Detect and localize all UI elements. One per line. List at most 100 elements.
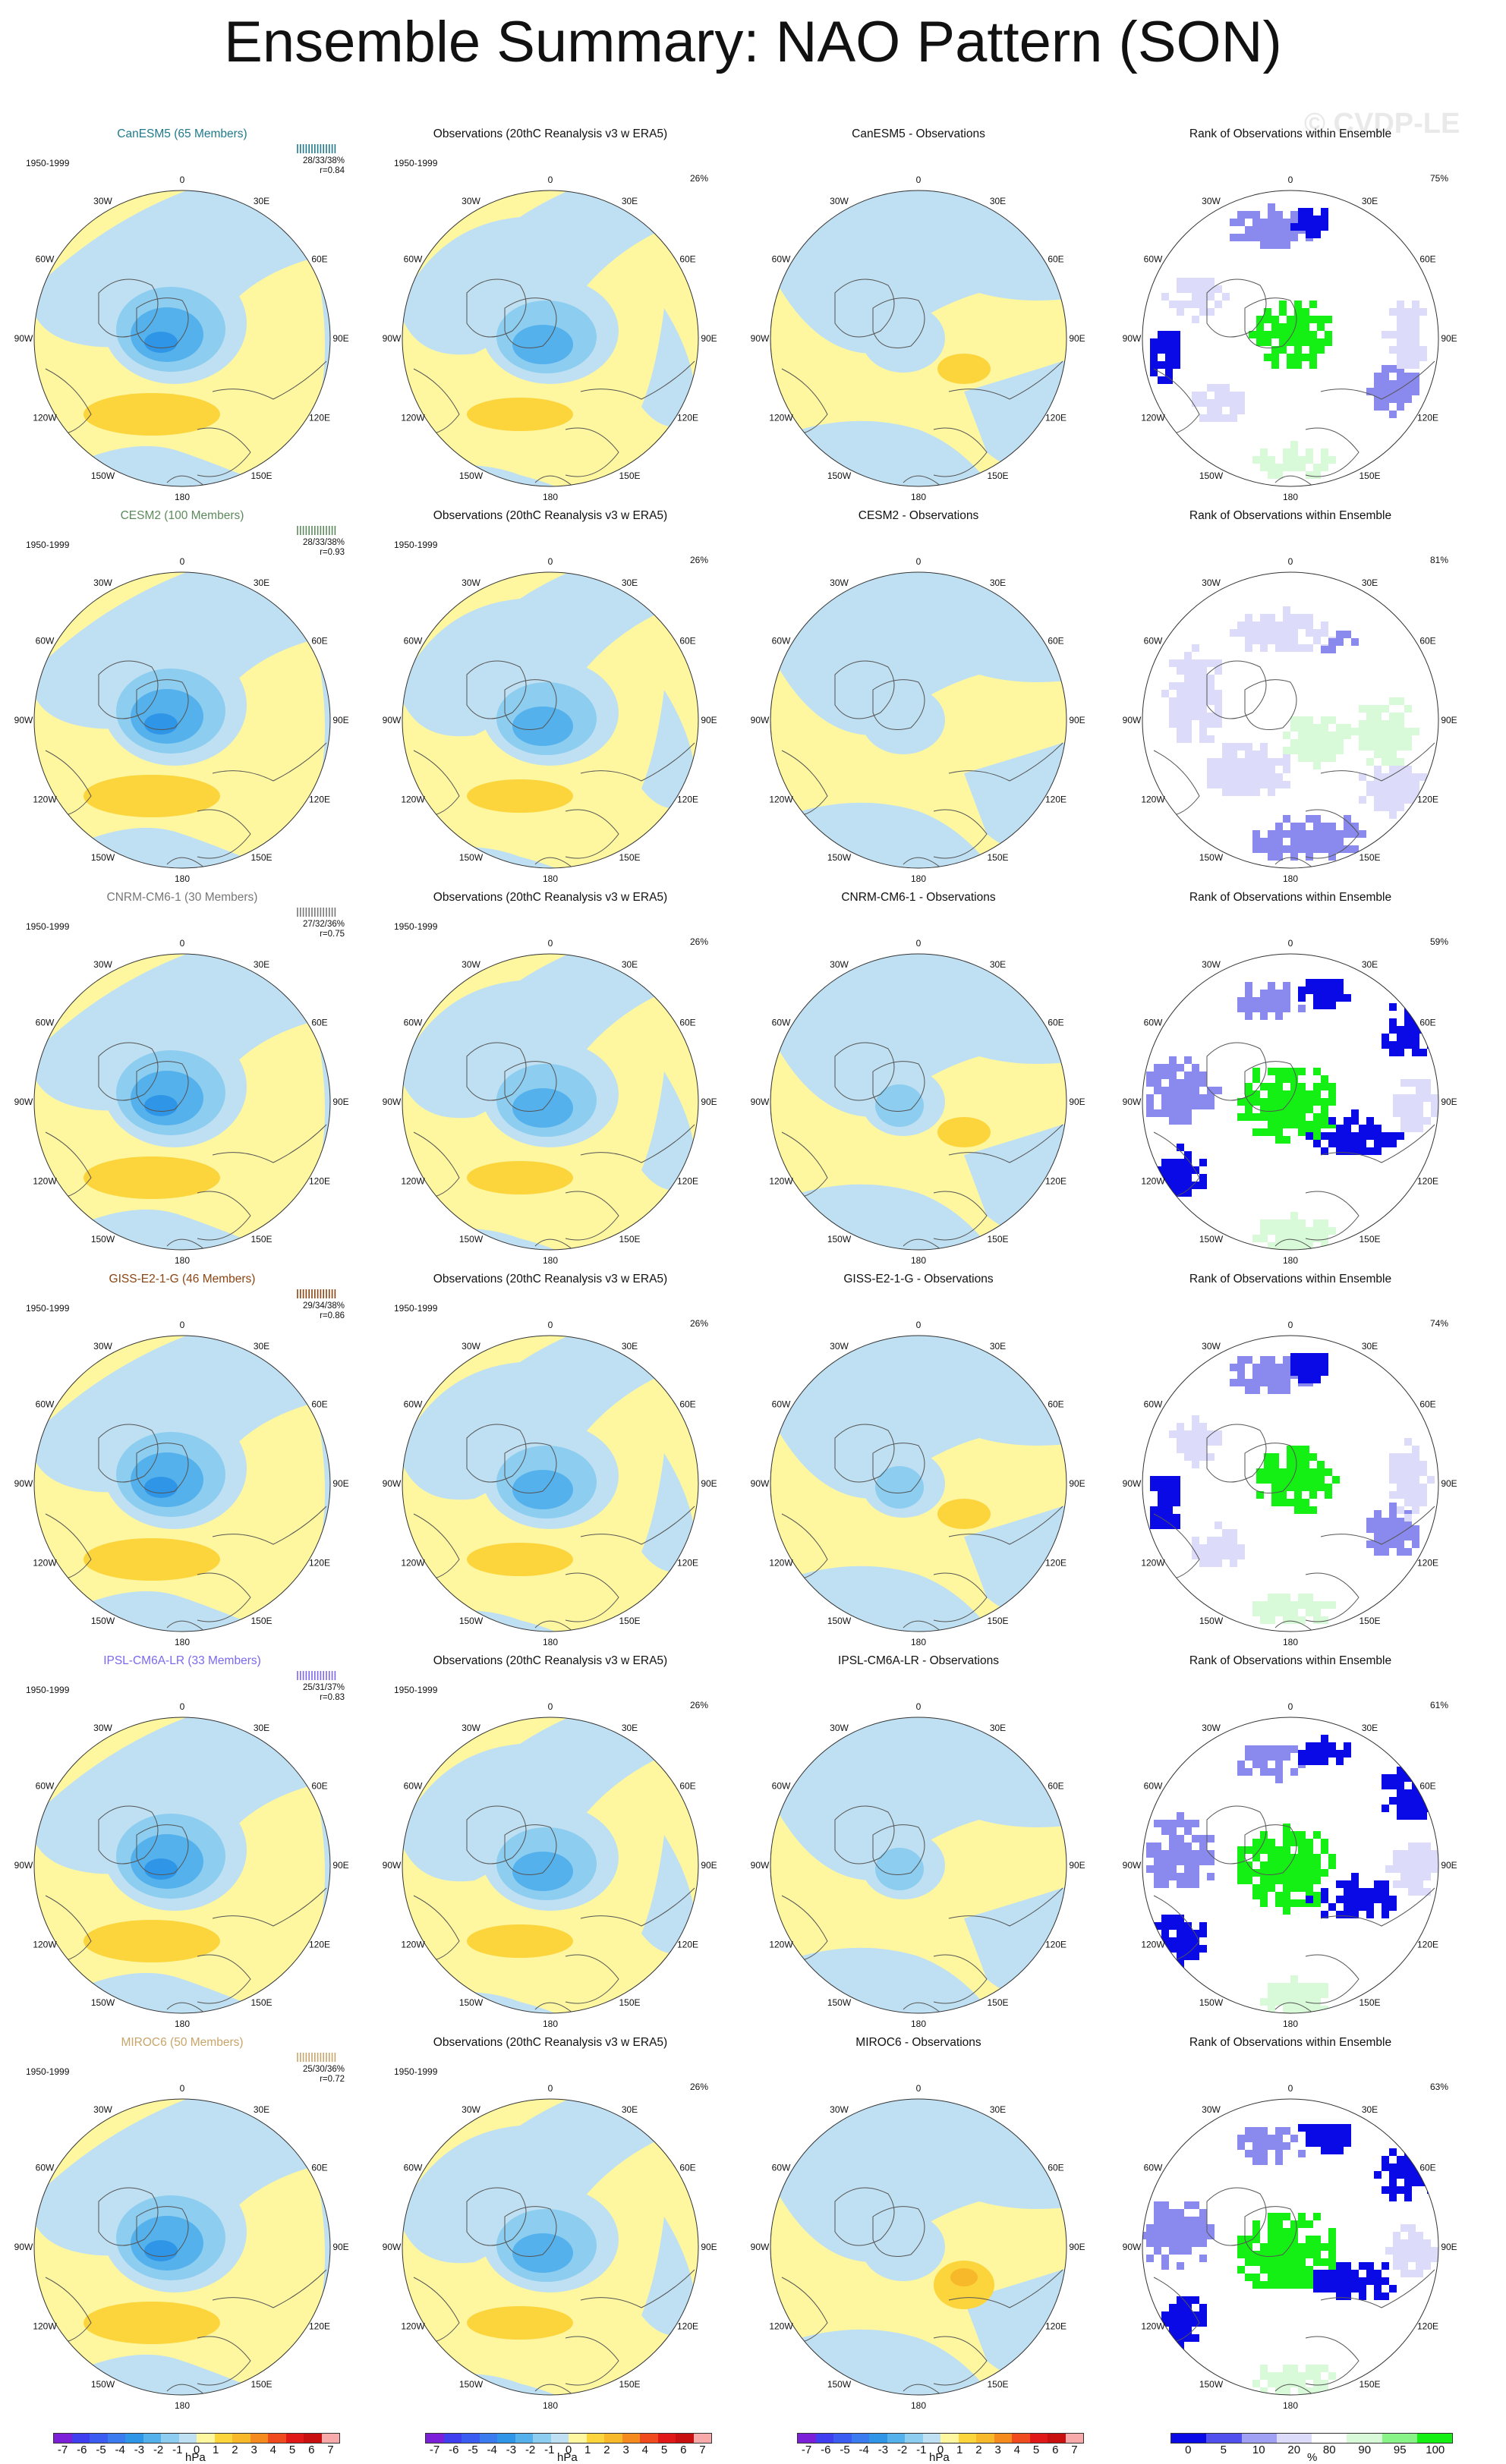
rank-cell <box>1298 1899 1306 1907</box>
rank-cell <box>1298 2251 1306 2258</box>
rank-cell <box>1397 331 1404 338</box>
rank-cell <box>1313 1758 1321 1765</box>
longitude-label: 150E <box>1359 852 1380 863</box>
longitude-label: 30W <box>1202 959 1221 970</box>
model-panel-title: CNRM-CM6-1 (30 Members) <box>106 891 258 904</box>
rank-cell <box>1290 1212 1298 1219</box>
rank-cell <box>1150 1522 1158 1529</box>
rank-cell <box>1374 796 1382 804</box>
longitude-label: 150W <box>91 1234 115 1245</box>
rank-cell <box>1192 1858 1199 1865</box>
rank-cell <box>1252 2220 1260 2228</box>
colorbar-swatch <box>533 2434 551 2443</box>
colorbar-tick-label: -3 <box>877 2444 889 2456</box>
rank-cell <box>1264 1453 1271 1461</box>
rank-cell <box>1146 2232 1154 2239</box>
rank-cell <box>1412 323 1419 331</box>
hpa-colorbar-1: -7 -6 -5 -4 -3 -2 -1 0 1 2 3 4 5 6 7 <box>53 2433 340 2463</box>
longitude-label: 60E <box>1048 1018 1063 1028</box>
obs-panel-title: Observations (20thC Reanalysis v3 w ERA5… <box>433 2036 668 2049</box>
hpa-colorbar-3: -7 -6 -5 -4 -3 -2 -1 0 1 2 3 4 5 6 7 <box>797 2433 1084 2463</box>
longitude-label: 90W <box>1123 1478 1142 1489</box>
rank-cell <box>1400 2224 1408 2232</box>
rank-cell <box>1252 997 1260 1005</box>
contour-region <box>83 1538 220 1581</box>
rank-cell <box>1161 1850 1169 1858</box>
rank-cell <box>1389 388 1397 395</box>
rank-cell <box>1260 456 1268 464</box>
rank-cell <box>1313 1983 1321 1990</box>
rank-cell <box>1237 773 1245 781</box>
rank-cell <box>1215 1430 1222 1438</box>
rank-cell <box>1177 2232 1184 2239</box>
colorbar-ticks: -7 -6 -5 -4 -3 -2 -1 0 1 2 3 4 5 6 7 <box>53 2444 340 2457</box>
rank-cell <box>1268 2281 1275 2289</box>
model-stats: 25/30/36% r=0.72 <box>287 2065 345 2085</box>
rank-cell <box>1237 234 1245 241</box>
rank-cell <box>1207 781 1215 788</box>
rank-cell <box>1146 1072 1154 1079</box>
colorbar-swatch <box>178 2434 197 2443</box>
rank-cell <box>1215 713 1222 720</box>
member-spread-icon <box>297 1289 336 1298</box>
rank-cell <box>1382 735 1389 743</box>
map-border <box>1142 2098 1439 2396</box>
rank-cell <box>1393 1865 1400 1873</box>
longitude-label: 30E <box>622 196 638 206</box>
rank-cell <box>1389 720 1397 728</box>
rank-cell <box>1374 766 1382 773</box>
rank-cell <box>1389 697 1397 705</box>
rank-cell <box>1268 838 1275 845</box>
rank-cell <box>1154 2224 1161 2232</box>
coastline <box>580 2269 695 2308</box>
rank-cell <box>1321 1227 1328 1235</box>
colorbar-swatch <box>676 2434 694 2443</box>
rank-cell <box>1313 823 1321 830</box>
longitude-label: 30W <box>462 196 480 206</box>
longitude-label: 120W <box>33 795 57 805</box>
rank-cell <box>1237 1544 1245 1552</box>
rank-cell <box>1192 1438 1199 1446</box>
contour-region <box>512 706 573 746</box>
rank-cell <box>1290 838 1298 845</box>
rank-cell <box>1222 758 1230 766</box>
rank-cell <box>1268 830 1275 838</box>
rank-cell <box>1321 2380 1328 2387</box>
colorbar-swatch <box>426 2434 444 2443</box>
longitude-label: 120W <box>33 2321 57 2332</box>
rank-cell <box>1199 2217 1207 2224</box>
longitude-label: 60E <box>311 636 327 647</box>
rank-cell <box>1306 448 1313 456</box>
rank-cell <box>1382 1132 1389 1140</box>
rank-cell <box>1268 637 1275 644</box>
colorbar-tick-label: 80 <box>1322 2444 1336 2456</box>
rank-cell <box>1184 1827 1192 1835</box>
rank-cell <box>1306 2132 1313 2139</box>
longitude-label: 30E <box>622 959 638 970</box>
map-field <box>402 1336 698 1632</box>
rank-cell <box>1252 2380 1260 2387</box>
longitude-label: 120W <box>33 1558 57 1569</box>
obs-panel: Observations (20thC Reanalysis v3 w ERA5… <box>383 121 717 505</box>
rank-cell <box>1328 1903 1336 1911</box>
rank-cell <box>1359 743 1366 751</box>
longitude-label: 60E <box>679 1018 695 1028</box>
longitude-label: 120W <box>33 413 57 423</box>
rank-cell <box>1169 1835 1177 1842</box>
longitude-label: 0 <box>1288 938 1293 949</box>
pattern-correlation: r=0.75 <box>320 930 345 939</box>
rank-cell <box>1321 994 1328 1002</box>
rank-cell <box>1199 414 1207 422</box>
rank-cell <box>1268 766 1275 773</box>
rank-cell <box>1283 1005 1290 1012</box>
rank-cell <box>1290 823 1298 830</box>
period-label: 1950-1999 <box>394 1303 438 1314</box>
rank-cell <box>1222 399 1230 407</box>
rank-cell <box>1184 735 1192 743</box>
rank-cell <box>1268 226 1275 234</box>
rank-cell <box>1260 1113 1268 1121</box>
rank-cell <box>1252 219 1260 226</box>
rank-cell <box>1306 1227 1313 1235</box>
rank-cell <box>1230 1552 1237 1559</box>
contour-region <box>770 1566 1017 1632</box>
